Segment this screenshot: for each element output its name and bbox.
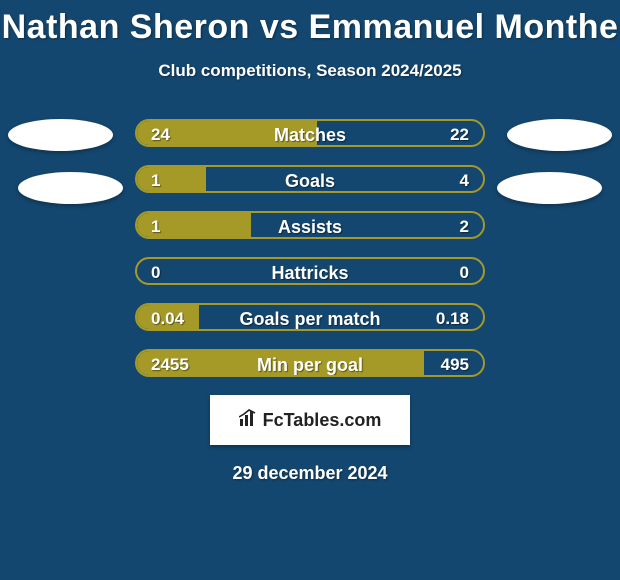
stat-bar: 14Goals [135, 165, 485, 193]
stat-label: Goals per match [137, 305, 483, 331]
stat-label: Assists [137, 213, 483, 239]
stat-bar: 2455495Min per goal [135, 349, 485, 377]
stat-label: Hattricks [137, 259, 483, 285]
stat-bar: 0.040.18Goals per match [135, 303, 485, 331]
branding-text: FcTables.com [263, 410, 382, 431]
stat-bar: 12Assists [135, 211, 485, 239]
stat-label: Goals [137, 167, 483, 193]
player-oval [18, 172, 123, 204]
player-oval [8, 119, 113, 151]
comparison-infographic: Nathan Sheron vs Emmanuel Monthe Club co… [0, 0, 620, 580]
stat-label: Min per goal [137, 351, 483, 377]
stat-label: Matches [137, 121, 483, 147]
stat-bar: 00Hattricks [135, 257, 485, 285]
stat-bar: 2422Matches [135, 119, 485, 147]
bar-chart-icon [239, 409, 259, 432]
player-oval [507, 119, 612, 151]
branding-badge: FcTables.com [210, 395, 410, 445]
date-line: 29 december 2024 [0, 463, 620, 484]
page-title: Nathan Sheron vs Emmanuel Monthe [0, 0, 620, 47]
page-subtitle: Club competitions, Season 2024/2025 [0, 61, 620, 81]
player-oval [497, 172, 602, 204]
stats-area: 2422Matches 14Goals 12Assists 00Hattricks 0.… [0, 119, 620, 377]
